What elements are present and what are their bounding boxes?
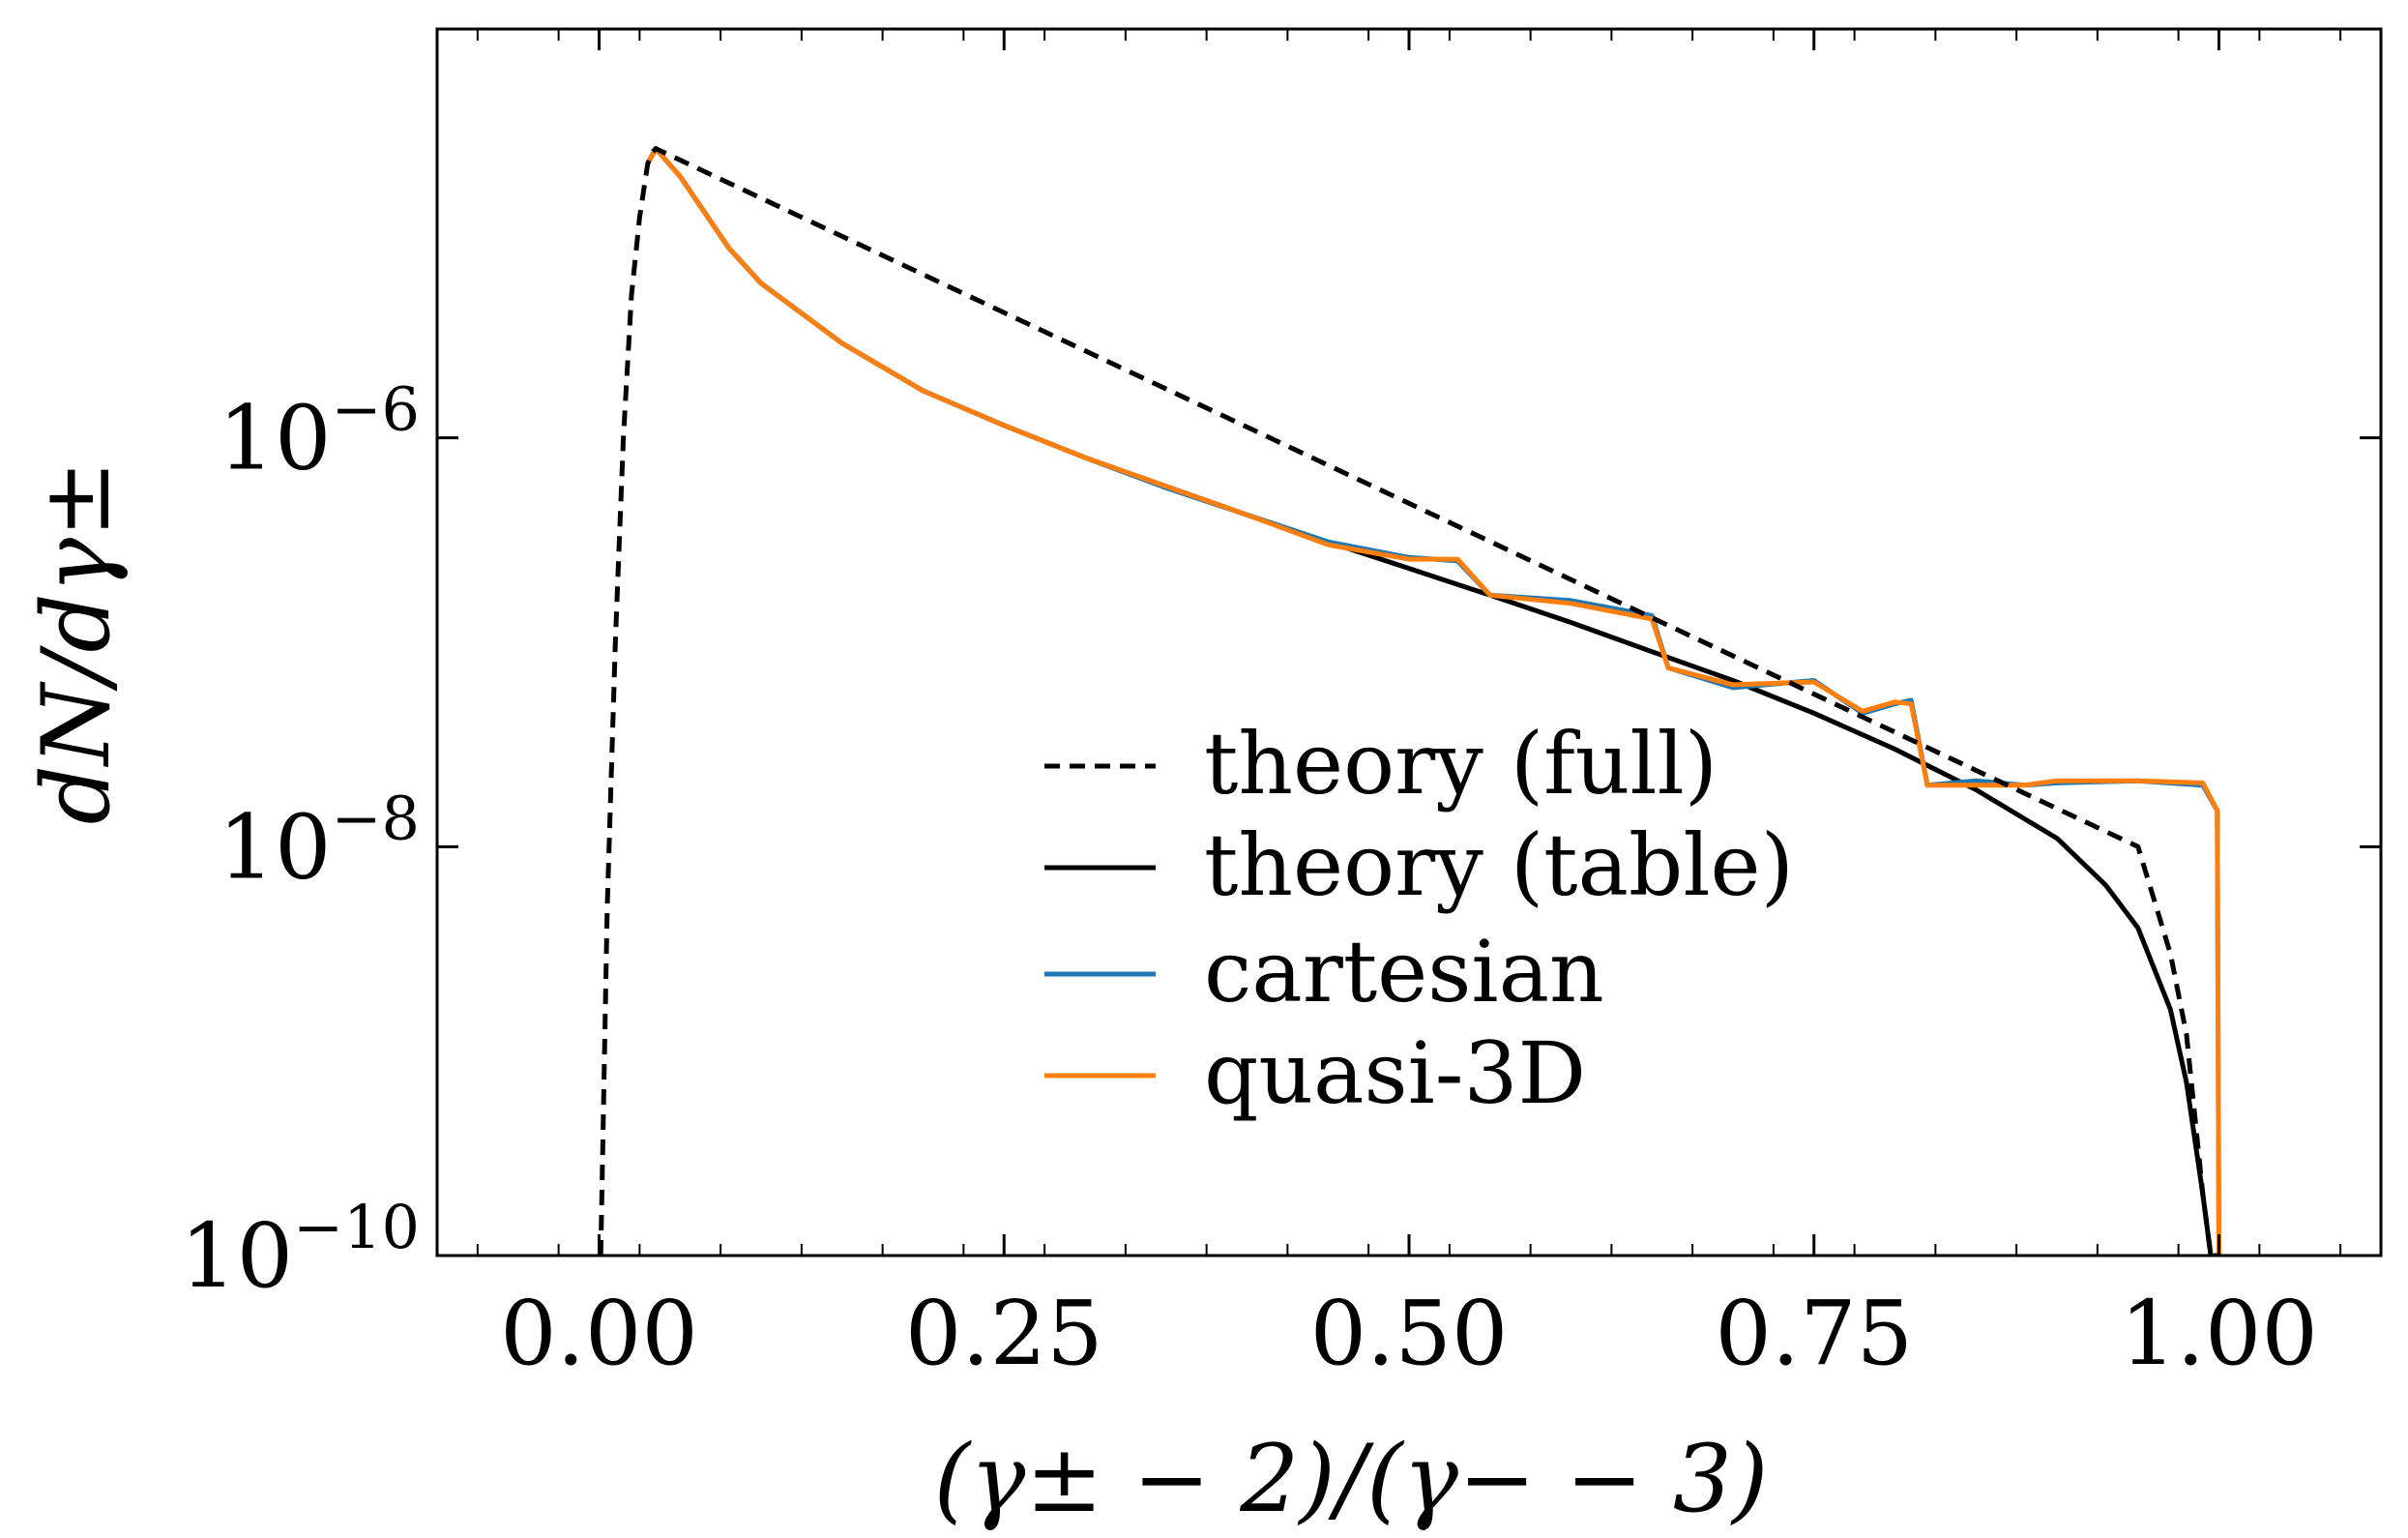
- x-tick-label: 1.00: [2120, 1282, 2318, 1385]
- series-layer: [598, 146, 2221, 1256]
- legend-label: theory (full): [1204, 714, 1718, 813]
- x-tick-label: 0.75: [1715, 1282, 1913, 1385]
- legend-label: theory (table): [1204, 815, 1794, 915]
- x-axis-label: (γ± − 2)/(γ− − 3): [934, 1425, 1769, 1533]
- legend-label: quasi-3D: [1204, 1023, 1586, 1123]
- y-tick-label: 10−10: [180, 1192, 420, 1308]
- legend: theory (full)theory (table)cartesianquas…: [1044, 714, 1794, 1123]
- labels-layer: 0.00 0.25 0.50 0.75 1.00 10−6 10−8 10−10 (γ± − 2…: [22, 374, 2318, 1533]
- y-tick-label: 10−8: [219, 783, 420, 899]
- y-axis-label: dN/dγ±: [22, 459, 131, 824]
- series-line-theory-full-: [598, 146, 2218, 1256]
- x-tick-label: 0.25: [905, 1282, 1103, 1385]
- x-tick-label: 0.00: [500, 1282, 698, 1385]
- x-tick-label: 0.50: [1310, 1282, 1509, 1385]
- legend-label: cartesian: [1204, 922, 1604, 1021]
- ticks-layer: [437, 29, 2381, 1257]
- series-line-quasi-3d: [645, 146, 2221, 1256]
- y-tick-label: 10−6: [219, 374, 420, 490]
